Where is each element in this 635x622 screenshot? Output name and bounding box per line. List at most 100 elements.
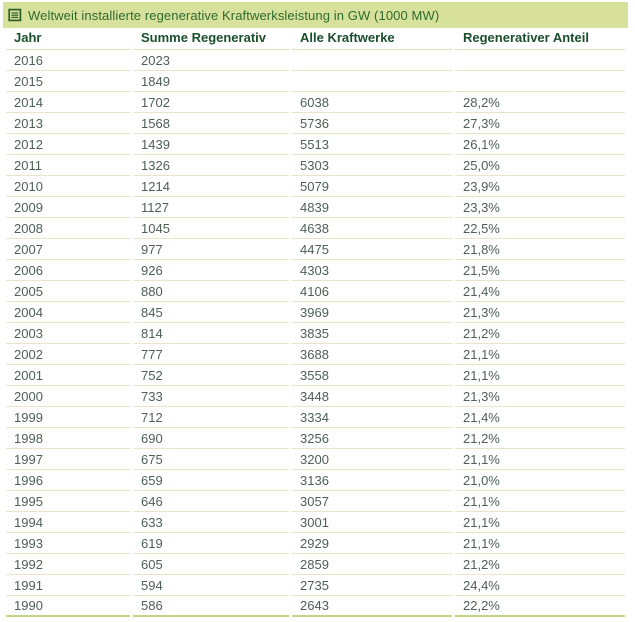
table-cell: 3136 [292, 470, 452, 491]
widget-title-bar: Weltweit installierte regenerative Kraft… [3, 2, 628, 28]
table-cell: 2008 [6, 218, 130, 239]
table-cell [455, 71, 625, 92]
table-cell: 6038 [292, 92, 452, 113]
table-cell: 3334 [292, 407, 452, 428]
table-cell: 1994 [6, 512, 130, 533]
table-row: 2006 926 4303 21,5% [6, 260, 625, 281]
table-cell: 21,1% [455, 512, 625, 533]
table-cell: 3835 [292, 323, 452, 344]
table-row: 1992 605 2859 21,2% [6, 554, 625, 575]
column-header-alle-kraftwerke: Alle Kraftwerke [292, 28, 452, 50]
table-row: 2011 1326 5303 25,0% [6, 155, 625, 176]
table-row: 2016 2023 [6, 50, 625, 71]
table-cell: 1997 [6, 449, 130, 470]
table-cell: 1999 [6, 407, 130, 428]
table-row: 2005 880 4106 21,4% [6, 281, 625, 302]
table-cell: 21,1% [455, 533, 625, 554]
table-row: 2014 1702 6038 28,2% [6, 92, 625, 113]
table-row: 1994 633 3001 21,1% [6, 512, 625, 533]
table-list-icon [8, 8, 22, 22]
table-cell: 5736 [292, 113, 452, 134]
table-cell [455, 50, 625, 71]
table-cell: 586 [133, 596, 289, 617]
table-cell: 633 [133, 512, 289, 533]
table-cell: 733 [133, 386, 289, 407]
table-cell: 659 [133, 470, 289, 491]
table-cell: 21,2% [455, 554, 625, 575]
table-cell: 2007 [6, 239, 130, 260]
table-row: 1998 690 3256 21,2% [6, 428, 625, 449]
table-row: 2009 1127 4839 23,3% [6, 197, 625, 218]
table-cell: 3001 [292, 512, 452, 533]
table-cell: 1992 [6, 554, 130, 575]
table-cell: 23,3% [455, 197, 625, 218]
table-cell: 2004 [6, 302, 130, 323]
table-row: 2003 814 3835 21,2% [6, 323, 625, 344]
table-cell: 646 [133, 491, 289, 512]
table-cell: 4303 [292, 260, 452, 281]
table-row: 2007 977 4475 21,8% [6, 239, 625, 260]
table-cell: 4475 [292, 239, 452, 260]
table-cell: 23,9% [455, 176, 625, 197]
table-cell: 3969 [292, 302, 452, 323]
table-cell: 25,0% [455, 155, 625, 176]
table-cell: 1127 [133, 197, 289, 218]
table-cell: 21,1% [455, 491, 625, 512]
table-row: 1990 586 2643 22,2% [6, 596, 625, 617]
table-cell: 2015 [6, 71, 130, 92]
table-cell: 21,4% [455, 281, 625, 302]
widget-title: Weltweit installierte regenerative Kraft… [28, 7, 440, 23]
table-cell: 2000 [6, 386, 130, 407]
table-cell: 2012 [6, 134, 130, 155]
table-cell: 2011 [6, 155, 130, 176]
table-row: 2010 1214 5079 23,9% [6, 176, 625, 197]
table-cell: 977 [133, 239, 289, 260]
capacity-table: Jahr Summe Regenerativ Alle Kraftwerke R… [3, 28, 628, 617]
table-cell: 21,1% [455, 344, 625, 365]
table-row: 1997 675 3200 21,1% [6, 449, 625, 470]
table-cell: 926 [133, 260, 289, 281]
table-cell: 21,2% [455, 428, 625, 449]
table-cell [292, 50, 452, 71]
table-row: 2004 845 3969 21,3% [6, 302, 625, 323]
table-cell: 5513 [292, 134, 452, 155]
table-cell: 2859 [292, 554, 452, 575]
table-cell: 1849 [133, 71, 289, 92]
table-row: 1999 712 3334 21,4% [6, 407, 625, 428]
table-cell: 2643 [292, 596, 452, 617]
table-cell: 1996 [6, 470, 130, 491]
table-row: 2008 1045 4638 22,5% [6, 218, 625, 239]
table-cell: 2010 [6, 176, 130, 197]
table-cell: 22,2% [455, 596, 625, 617]
table-cell: 675 [133, 449, 289, 470]
column-header-regenerativer-anteil: Regenerativer Anteil [455, 28, 625, 50]
table-cell: 26,1% [455, 134, 625, 155]
table-cell: 3448 [292, 386, 452, 407]
table-cell: 605 [133, 554, 289, 575]
column-header-summe-regenerativ: Summe Regenerativ [133, 28, 289, 50]
table-cell: 28,2% [455, 92, 625, 113]
table-cell: 2002 [6, 344, 130, 365]
table-cell: 2016 [6, 50, 130, 71]
table-row: 2000 733 3448 21,3% [6, 386, 625, 407]
table-row: 2015 1849 [6, 71, 625, 92]
regenerative-capacity-widget: Weltweit installierte regenerative Kraft… [3, 2, 628, 617]
table-row: 1991 594 2735 24,4% [6, 575, 625, 596]
table-cell: 2009 [6, 197, 130, 218]
table-cell: 1568 [133, 113, 289, 134]
table-cell: 21,4% [455, 407, 625, 428]
table-cell: 21,1% [455, 365, 625, 386]
column-header-jahr: Jahr [6, 28, 130, 50]
table-cell: 2929 [292, 533, 452, 554]
table-cell: 1702 [133, 92, 289, 113]
table-cell: 21,8% [455, 239, 625, 260]
table-cell: 1045 [133, 218, 289, 239]
table-cell: 1998 [6, 428, 130, 449]
table-cell: 3256 [292, 428, 452, 449]
table-cell: 712 [133, 407, 289, 428]
table-header-row: Jahr Summe Regenerativ Alle Kraftwerke R… [6, 28, 625, 50]
table-cell: 21,5% [455, 260, 625, 281]
table-cell: 752 [133, 365, 289, 386]
table-cell: 4106 [292, 281, 452, 302]
table-cell: 1439 [133, 134, 289, 155]
